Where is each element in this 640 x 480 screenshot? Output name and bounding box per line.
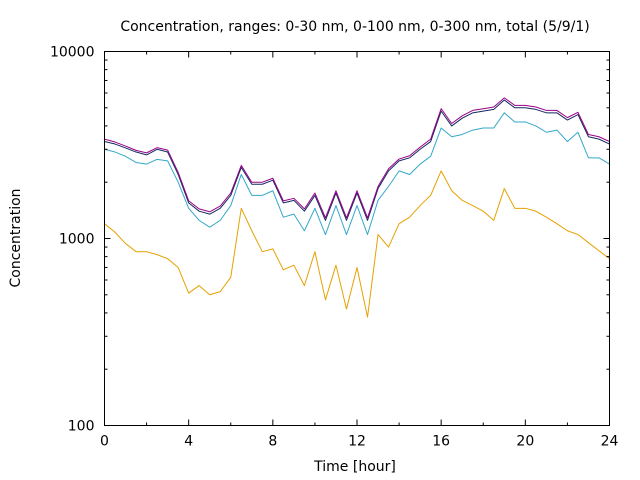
ticks-layer: 0 4 8 12 16 20 24 100 1000 10000 [50,45,619,450]
y-tick-label: 1000 [59,232,95,248]
series-line-0-100-nm [104,112,610,236]
x-tick-label: 20 [516,434,534,450]
x-tick-label: 4 [184,434,193,450]
x-tick-label: 16 [432,434,450,450]
y-tick-label: 10000 [50,45,95,61]
y-axis-label: Concentration [8,188,24,287]
x-tick-label: 12 [348,434,366,450]
x-axis-label: Time [hour] [313,459,396,475]
chart-title: Concentration, ranges: 0-30 nm, 0-100 nm… [120,19,589,35]
x-tick-label: 0 [100,434,109,450]
x-tick-label: 8 [268,434,277,450]
series-line-0-300-nm [104,99,610,221]
x-tick-label: 24 [601,434,619,450]
series-layer [104,97,610,318]
series-line-0-30-nm [104,170,610,318]
plot-frame [104,51,610,426]
y-tick-label: 100 [68,419,95,435]
series-line-total [104,97,610,219]
